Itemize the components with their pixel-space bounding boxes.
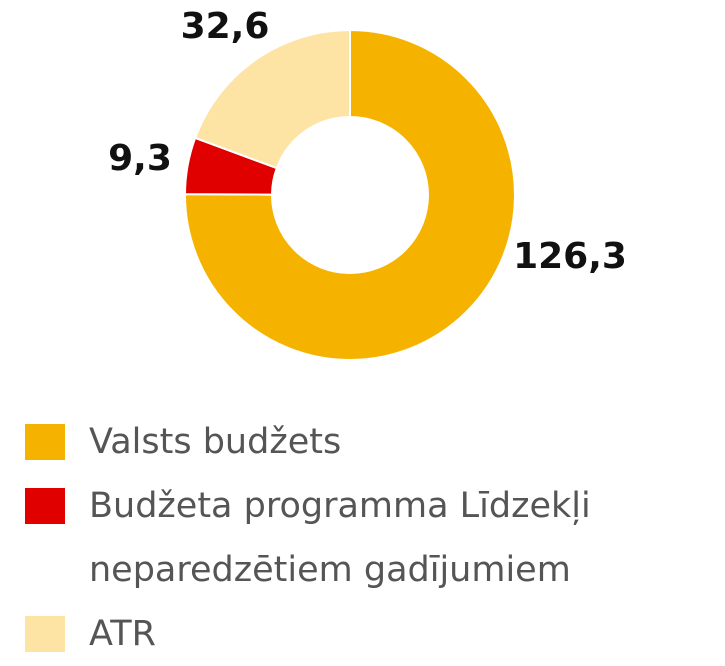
legend-item: Valsts budžets — [25, 410, 720, 474]
legend-label: Valsts budžets — [89, 422, 342, 462]
legend-item: ATR — [25, 602, 720, 666]
legend-swatch — [25, 424, 65, 460]
data-label: 32,6 — [181, 6, 270, 47]
slice — [193, 28, 351, 170]
legend-label: Budžeta programma Līdzekļi neparedzētiem… — [89, 486, 591, 590]
legend-swatch — [25, 616, 65, 652]
legend: Valsts budžets Budžeta programma Līdzekļi… — [25, 410, 720, 666]
legend-label: ATR — [89, 614, 156, 654]
legend-item: Budžeta programma Līdzekļi neparedzētiem… — [25, 474, 720, 602]
legend-swatch — [25, 488, 65, 524]
data-label: 126,3 — [513, 236, 627, 277]
chart: 126,3 9,3 32,6 — [108, 6, 627, 361]
data-label: 9,3 — [108, 138, 172, 179]
slice — [184, 28, 516, 361]
